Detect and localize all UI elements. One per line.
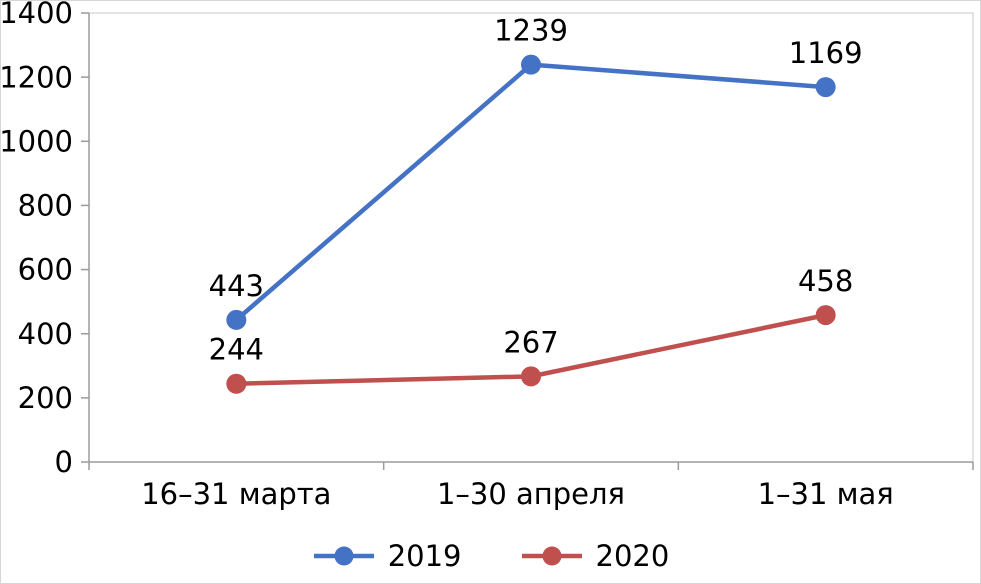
y-axis-tick-label: 0 — [55, 445, 73, 479]
y-axis-tick-label: 1000 — [1, 124, 73, 158]
data-point-marker — [815, 77, 836, 98]
data-point-label: 443 — [209, 269, 264, 303]
y-axis-tick-label: 400 — [18, 317, 73, 351]
legend-label: 2020 — [595, 539, 670, 573]
series-2020: 244 267 458 — [209, 264, 853, 394]
legend-line-marker-icon — [313, 546, 374, 566]
legend-item-2020: 2020 — [520, 539, 670, 573]
y-axis-tick-label: 600 — [18, 253, 73, 287]
plot-border — [88, 12, 974, 463]
y-axis-tick-label: 200 — [18, 381, 73, 415]
x-axis-category-label: 16–31 марта — [141, 477, 331, 511]
data-point-marker — [226, 309, 247, 330]
data-point-label: 1169 — [789, 36, 863, 70]
y-axis-tick-label: 800 — [18, 189, 73, 223]
data-point-marker — [815, 305, 836, 326]
data-point-label: 267 — [503, 325, 558, 359]
data-point-marker — [521, 54, 541, 75]
series-2019: 443 1239 1169 — [209, 14, 863, 330]
data-point-label: 244 — [209, 333, 264, 367]
legend-item-2019: 2019 — [312, 539, 462, 573]
data-point-label: 458 — [798, 264, 853, 298]
chart-legend: 2019 2020 — [1, 539, 980, 573]
data-point-marker — [226, 373, 247, 394]
x-axis-category-label: 1–31 мая — [758, 477, 894, 511]
data-point-label: 1239 — [494, 14, 568, 48]
y-axis-tick-label: 1400 — [1, 1, 73, 30]
legend-label: 2019 — [387, 539, 462, 573]
x-axis-category-label: 1–30 апреля — [437, 477, 625, 511]
series-line — [234, 62, 828, 323]
y-axis-tick-label: 1200 — [1, 60, 73, 94]
legend-line-marker-icon — [521, 546, 582, 566]
data-point-marker — [521, 366, 541, 387]
